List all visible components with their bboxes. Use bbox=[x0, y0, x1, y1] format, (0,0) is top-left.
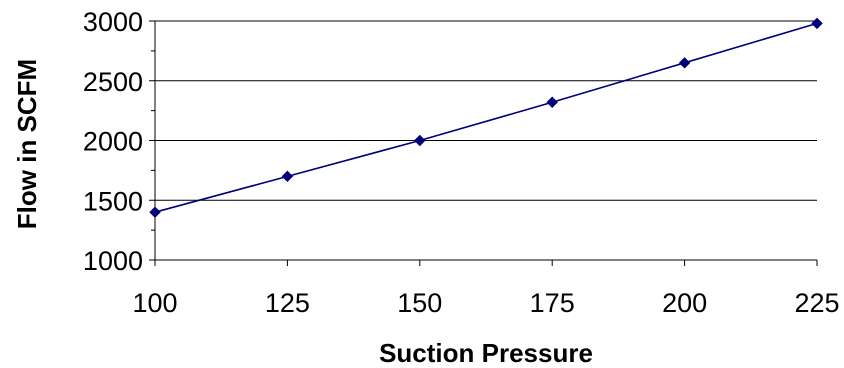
data-point-marker bbox=[678, 57, 691, 69]
y-tick-labels: 1000 1500 2000 2500 3000 bbox=[83, 7, 143, 276]
x-tick-label: 200 bbox=[662, 288, 707, 318]
series-layer bbox=[149, 17, 823, 218]
y-tick-label: 3000 bbox=[83, 7, 143, 37]
data-point-marker bbox=[149, 206, 161, 218]
y-tick-label: 1500 bbox=[83, 186, 143, 216]
y-axis-title: Flow in SCFM bbox=[12, 59, 42, 229]
x-axis-title: Suction Pressure bbox=[379, 338, 593, 368]
axes bbox=[154, 21, 817, 261]
data-point-marker bbox=[414, 134, 426, 147]
x-tick-label: 100 bbox=[132, 288, 177, 318]
data-point-marker bbox=[281, 170, 294, 183]
x-tick-label: 150 bbox=[397, 288, 442, 318]
x-tick-label: 125 bbox=[265, 288, 310, 318]
data-point-marker bbox=[811, 17, 823, 30]
x-tick-label: 225 bbox=[794, 288, 839, 318]
x-tick-labels: 100 125 150 175 200 225 bbox=[132, 288, 839, 318]
data-point-marker bbox=[546, 96, 558, 108]
y-tick-label: 2000 bbox=[83, 127, 143, 157]
gridlines bbox=[149, 20, 818, 266]
series-line bbox=[154, 22, 818, 213]
y-tick-label: 2500 bbox=[83, 67, 143, 97]
y-tick-label: 1000 bbox=[83, 246, 143, 276]
x-tick-label: 175 bbox=[530, 288, 575, 318]
